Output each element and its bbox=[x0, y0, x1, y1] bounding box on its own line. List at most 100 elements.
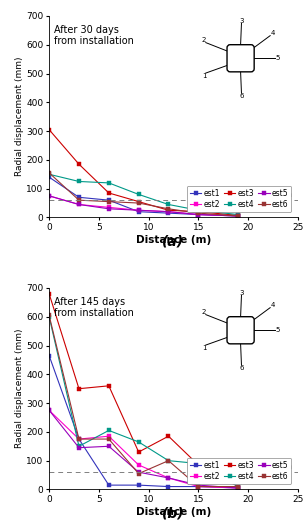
Line: est3: est3 bbox=[47, 292, 240, 488]
Line: est1: est1 bbox=[47, 354, 240, 490]
Text: After 145 days
from installation: After 145 days from installation bbox=[54, 297, 134, 318]
est1 bbox=[196, 211, 200, 218]
est4 bbox=[137, 191, 141, 197]
Line: est5: est5 bbox=[47, 409, 240, 490]
Y-axis label: Radial displacement (mm): Radial displacement (mm) bbox=[14, 57, 24, 177]
est3 bbox=[167, 433, 170, 439]
est6 bbox=[236, 213, 240, 219]
est1 bbox=[47, 174, 51, 180]
Text: 1% radial strain: 1% radial strain bbox=[237, 464, 293, 470]
Y-axis label: Radial displacement (mm): Radial displacement (mm) bbox=[14, 329, 24, 448]
est6 bbox=[77, 197, 81, 203]
est6 bbox=[196, 210, 200, 217]
est5 bbox=[77, 445, 81, 451]
X-axis label: Distance (m): Distance (m) bbox=[136, 235, 211, 245]
est1 bbox=[77, 194, 81, 201]
est6 bbox=[47, 312, 51, 319]
est5 bbox=[107, 205, 111, 212]
est3 bbox=[107, 383, 111, 389]
est1 bbox=[167, 210, 170, 217]
est2 bbox=[196, 484, 200, 490]
est6 bbox=[167, 205, 170, 212]
X-axis label: Distance (m): Distance (m) bbox=[136, 507, 211, 517]
est1 bbox=[236, 213, 240, 219]
est4 bbox=[77, 178, 81, 185]
est2 bbox=[137, 207, 141, 213]
est1 bbox=[196, 484, 200, 490]
Line: est2: est2 bbox=[47, 409, 240, 490]
Line: est4: est4 bbox=[47, 172, 240, 217]
est3 bbox=[196, 462, 200, 468]
est6 bbox=[77, 436, 81, 442]
est3 bbox=[77, 386, 81, 392]
est3 bbox=[137, 449, 141, 455]
est2 bbox=[137, 462, 141, 468]
est6 bbox=[196, 484, 200, 490]
est5 bbox=[196, 211, 200, 218]
Line: est2: est2 bbox=[47, 194, 240, 218]
est2 bbox=[47, 193, 51, 199]
est2 bbox=[196, 211, 200, 218]
est6 bbox=[47, 170, 51, 176]
est6 bbox=[137, 200, 141, 206]
est2 bbox=[167, 475, 170, 481]
est5 bbox=[236, 485, 240, 491]
est3 bbox=[167, 207, 170, 213]
est1 bbox=[77, 436, 81, 442]
est3 bbox=[47, 290, 51, 297]
est5 bbox=[196, 482, 200, 488]
est2 bbox=[107, 204, 111, 211]
Legend: est1, est2, est3, est4, est5, est6: est1, est2, est3, est4, est5, est6 bbox=[187, 458, 291, 484]
est4 bbox=[196, 207, 200, 213]
est1 bbox=[107, 482, 111, 488]
est5 bbox=[236, 213, 240, 219]
est6 bbox=[137, 470, 141, 477]
est4 bbox=[137, 439, 141, 445]
est3 bbox=[236, 484, 240, 490]
est3 bbox=[77, 161, 81, 168]
est4 bbox=[107, 180, 111, 186]
est6 bbox=[107, 198, 111, 205]
est5 bbox=[77, 201, 81, 207]
est3 bbox=[196, 209, 200, 215]
est3 bbox=[236, 212, 240, 219]
est4 bbox=[107, 427, 111, 434]
est4 bbox=[167, 458, 170, 464]
est5 bbox=[107, 443, 111, 450]
est6 bbox=[107, 436, 111, 442]
Text: (b): (b) bbox=[162, 506, 185, 521]
est2 bbox=[107, 433, 111, 439]
est5 bbox=[137, 469, 141, 476]
Text: 1% radial strain: 1% radial strain bbox=[237, 192, 293, 198]
Line: est6: est6 bbox=[47, 171, 240, 218]
est1 bbox=[137, 482, 141, 488]
est2 bbox=[77, 201, 81, 207]
est5 bbox=[167, 475, 170, 481]
Line: est4: est4 bbox=[47, 315, 240, 488]
est3 bbox=[107, 190, 111, 196]
Text: After 30 days
from installation: After 30 days from installation bbox=[54, 24, 134, 46]
est4 bbox=[196, 460, 200, 467]
Legend: est1, est2, est3, est4, est5, est6: est1, est2, est3, est4, est5, est6 bbox=[187, 186, 291, 212]
est6 bbox=[236, 484, 240, 490]
est6 bbox=[167, 458, 170, 464]
est1 bbox=[137, 209, 141, 215]
Text: (a): (a) bbox=[162, 235, 185, 248]
est3 bbox=[137, 198, 141, 205]
est4 bbox=[236, 484, 240, 490]
Line: est1: est1 bbox=[47, 176, 240, 218]
est4 bbox=[47, 313, 51, 320]
est2 bbox=[47, 407, 51, 413]
est2 bbox=[167, 209, 170, 215]
est1 bbox=[167, 484, 170, 490]
est2 bbox=[236, 485, 240, 491]
est5 bbox=[167, 209, 170, 215]
Line: est5: est5 bbox=[47, 194, 240, 218]
est4 bbox=[167, 201, 170, 207]
est1 bbox=[107, 197, 111, 203]
est4 bbox=[236, 211, 240, 218]
est2 bbox=[77, 436, 81, 442]
est5 bbox=[47, 193, 51, 199]
Line: est6: est6 bbox=[47, 313, 240, 488]
est1 bbox=[47, 352, 51, 359]
